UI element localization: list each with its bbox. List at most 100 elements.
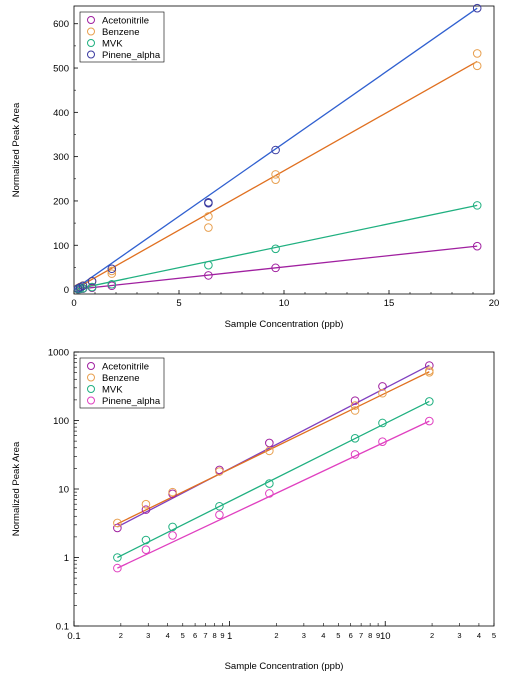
log-point-pinene-alpha <box>378 437 387 447</box>
linear-point-benzene <box>472 49 482 58</box>
linear-y-tick-label: 100 <box>53 241 69 252</box>
linear-legend-marker-pinene-alpha <box>87 50 95 59</box>
log-point-pinene-alpha <box>113 563 122 573</box>
log-point-pinene-alpha <box>350 450 360 459</box>
log-point-pinene-alpha <box>425 416 434 426</box>
linear-point-pinene-alpha <box>78 281 88 291</box>
log-point-mvk <box>425 397 434 406</box>
log-point-pinene-alpha <box>168 531 177 540</box>
log-x-minor-tick-label: 2 <box>119 631 123 640</box>
log-x-minor-tick-label: 5 <box>336 631 340 640</box>
linear-y-axis-title: Normalized Peak Area <box>11 102 22 197</box>
log-y-tick-label: 0.1 <box>56 622 69 633</box>
log-x-tick-label: 10 <box>380 631 391 642</box>
linear-point-acetonitrile <box>472 241 482 251</box>
linear-y-tick-label: 600 <box>53 19 69 30</box>
log-point-benzene <box>350 401 360 410</box>
log-x-minor-tick-label: 6 <box>349 631 353 640</box>
linear-fit-line-pinene-alpha <box>73 7 478 291</box>
log-point-acetonitrile <box>378 382 387 391</box>
log-point-acetonitrile <box>141 505 151 514</box>
log-x-minor-tick-label: 2 <box>274 631 278 640</box>
log-fit-line-benzene <box>117 371 430 525</box>
linear-point-benzene <box>204 223 213 232</box>
log-y-tick-label: 1000 <box>48 348 69 359</box>
linear-point-pinene-alpha <box>107 264 117 274</box>
log-x-minor-tick-label: 4 <box>321 631 325 640</box>
log-legend-marker-benzene <box>87 373 95 382</box>
linear-x-tick-label: 15 <box>384 298 395 309</box>
linear-point-benzene <box>472 61 482 71</box>
log-x-minor-tick-label: 3 <box>302 631 306 640</box>
log-x-minor-tick-label: 9 <box>220 631 224 640</box>
log-point-acetonitrile <box>113 523 122 533</box>
log-point-acetonitrile <box>265 438 274 448</box>
linear-legend-marker-benzene <box>87 27 95 36</box>
log-point-pinene-alpha <box>141 545 151 554</box>
log-point-benzene <box>168 487 177 497</box>
linear-point-benzene <box>107 269 117 278</box>
log-chart: 0.1 1 102 3 4 5 6 7 8 9 2 3 4 5 6 7 8 9 2 3 4 50.11101001000 … <box>11 348 496 673</box>
log-point-mvk <box>141 535 151 545</box>
linear-x-tick-label: 20 <box>489 298 500 309</box>
log-x-minor-tick-label: 2 <box>430 631 434 640</box>
log-point-pinene-alpha <box>265 489 274 498</box>
log-point-acetonitrile <box>425 361 434 370</box>
linear-y-tick-label: 300 <box>53 152 69 163</box>
log-fit-line-acetonitrile <box>117 364 430 528</box>
log-point-mvk <box>113 553 122 562</box>
linear-point-acetonitrile <box>271 263 280 273</box>
log-point-benzene <box>215 467 224 476</box>
log-point-benzene <box>378 388 387 398</box>
log-x-minor-tick-label: 4 <box>477 631 481 640</box>
log-point-benzene <box>425 366 434 376</box>
linear-fit-line-mvk <box>73 204 478 291</box>
log-x-tick-label: 1 <box>227 631 232 642</box>
linear-legend-label-acetonitrile: Acetonitrile <box>102 16 149 27</box>
log-x-minor-tick-label: 5 <box>181 631 185 640</box>
log-point-mvk <box>378 418 387 428</box>
linear-point-mvk <box>472 201 482 210</box>
log-legend-label-mvk: MVK <box>102 385 123 396</box>
log-point-pinene-alpha <box>215 510 224 520</box>
linear-legend-marker-mvk <box>87 39 95 47</box>
log-point-mvk <box>350 433 360 443</box>
log-point-benzene <box>350 406 360 415</box>
log-x-minor-tick-label: 4 <box>166 631 170 640</box>
linear-x-tick-label: 10 <box>279 298 290 309</box>
linear-point-mvk <box>204 260 213 270</box>
log-x-tick-label: 0.1 <box>67 631 80 642</box>
log-x-minor-tick-label: 8 <box>368 631 372 640</box>
log-point-acetonitrile <box>350 396 360 405</box>
linear-point-pinene-alpha <box>472 3 482 13</box>
linear-fit-line-acetonitrile <box>73 245 478 291</box>
log-x-minor-tick-label: 6 <box>193 631 197 640</box>
log-point-mvk <box>265 479 274 488</box>
log-fit-line-mvk <box>117 400 430 559</box>
log-point-benzene <box>113 518 122 528</box>
log-x-minor-tick-label: 7 <box>359 631 363 640</box>
log-point-benzene <box>141 499 151 509</box>
linear-point-mvk <box>87 282 97 292</box>
log-x-minor-tick-label: 8 <box>212 631 216 640</box>
linear-point-pinene-alpha <box>87 276 97 286</box>
log-legend-label-pinene-alpha: Pinene_alpha <box>102 396 161 407</box>
log-y-tick-label: 100 <box>53 416 69 427</box>
log-legend-marker-acetonitrile <box>87 362 95 370</box>
linear-point-pinene-alpha <box>204 197 213 207</box>
linear-y-tick-label: 400 <box>53 108 69 119</box>
log-legend-label-benzene: Benzene <box>102 373 140 384</box>
linear-legend-label-mvk: MVK <box>102 39 123 50</box>
log-x-minor-tick-label: 3 <box>457 631 461 640</box>
log-legend-marker-pinene-alpha <box>87 396 95 405</box>
linear-x-axis-title: Sample Concentration (ppb) <box>225 319 344 330</box>
linear-point-benzene <box>107 266 117 276</box>
log-x-minor-tick-label: 5 <box>492 631 496 640</box>
log-legend-marker-mvk <box>87 385 95 393</box>
log-y-tick-label: 10 <box>58 485 69 496</box>
linear-legend-label-pinene-alpha: Pinene_alpha <box>102 50 161 61</box>
linear-point-pinene-alpha <box>271 145 280 155</box>
linear-x-tick-label: 0 <box>71 298 76 309</box>
